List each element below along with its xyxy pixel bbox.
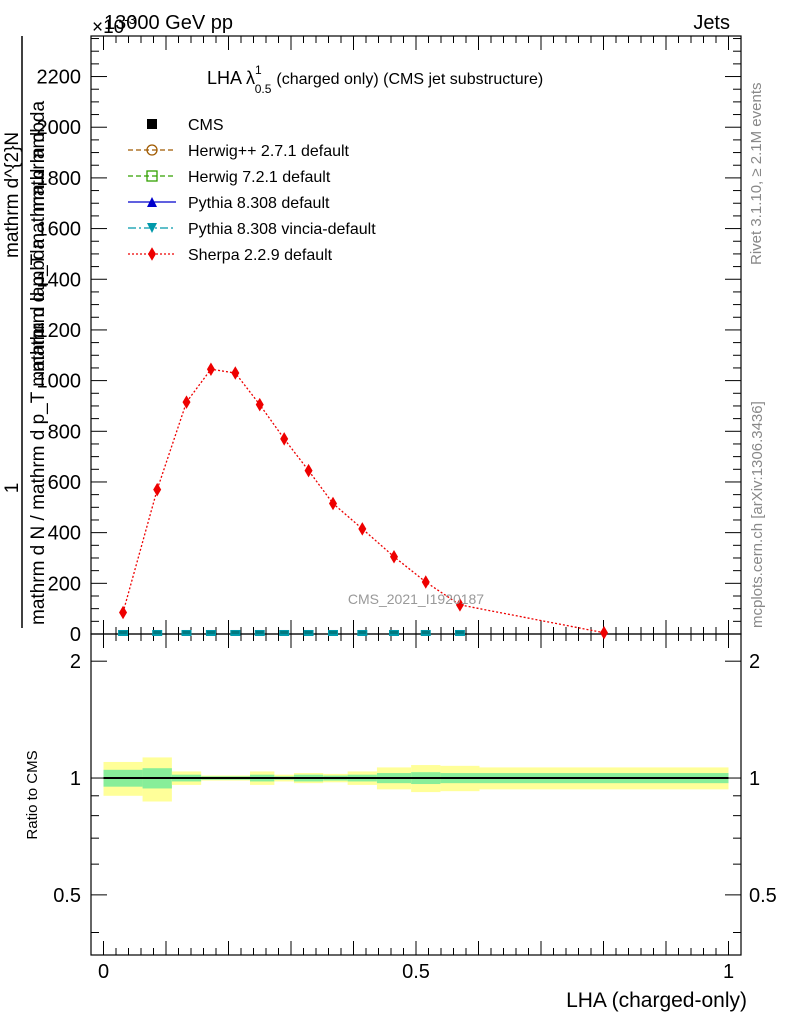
main-y-label-numerator: 1 <box>2 483 23 494</box>
ratio-y-axis: 0.5 0.5 1 1 2 2 <box>53 651 777 933</box>
side-rivet-label: Rivet 3.1.10, ≥ 2.1M events <box>748 83 765 266</box>
main-y-axis: 0 200 400 600 800 1000 1200 1400 1600 1800 2000 220… <box>37 38 741 646</box>
data-point <box>153 630 162 634</box>
data-point <box>390 549 398 564</box>
legend-label: Pythia 8.308 default <box>188 195 330 212</box>
ratio-y-tick-label-left: 0.5 <box>53 885 81 907</box>
x-tick-label: 1 <box>723 961 734 983</box>
main-y-label-prefix: mathrm d <box>28 132 49 212</box>
legend-marker <box>148 247 156 261</box>
y-tick-label: 1400 <box>37 269 82 291</box>
y-tick-label: 1600 <box>37 219 82 241</box>
y-tick-label: 0 <box>70 624 81 646</box>
legend: CMS Herwig++ 2.7.1 default Herwig 7.2.1 de… <box>128 117 376 264</box>
side-mcplots-label: mcplots.cern.ch [arXiv:1306.3436] <box>749 401 766 628</box>
y-tick-label: 1000 <box>37 371 82 393</box>
data-point <box>329 496 337 511</box>
legend-label: Herwig++ 2.7.1 default <box>188 143 350 160</box>
legend-marker <box>146 144 158 156</box>
data-point <box>206 630 215 634</box>
data-point <box>119 630 128 634</box>
legend-label: Sherpa 2.2.9 default <box>188 247 333 264</box>
data-point <box>600 625 608 640</box>
x-tick-label: 0 <box>98 961 109 983</box>
data-point <box>455 598 464 612</box>
y-tick-label: 600 <box>48 472 81 494</box>
data-point <box>358 630 367 634</box>
ratio-y-tick-label-right: 0.5 <box>749 885 777 907</box>
data-point <box>182 395 191 409</box>
legend-label: Pythia 8.308 vincia-default <box>188 221 376 238</box>
data-point <box>182 630 191 634</box>
data-point <box>455 630 464 634</box>
ratio-y-tick-label-right: 2 <box>749 651 760 673</box>
ratio-frame-rect <box>90 633 742 956</box>
data-series <box>118 362 608 640</box>
data-point <box>231 366 240 380</box>
y-tick-label: 2000 <box>37 117 82 139</box>
data-point <box>329 630 337 634</box>
legend-marker <box>146 170 158 182</box>
y-tick-label: 1800 <box>37 168 82 190</box>
data-point <box>280 432 289 446</box>
ratio-y-tick-label-right: 1 <box>749 768 760 790</box>
main-y-label-bottom: mathrm d p_T mathrm d lambda <box>28 101 49 372</box>
data-point <box>119 605 128 620</box>
data-point <box>231 630 240 634</box>
series-0 <box>118 629 465 636</box>
data-point <box>304 463 313 478</box>
legend-label: CMS <box>188 117 224 134</box>
y-tick-label: 1200 <box>37 320 82 342</box>
data-point <box>153 482 162 497</box>
data-point <box>390 630 398 634</box>
legend-marker <box>147 197 157 207</box>
ratio-uncertainty-bands <box>103 757 729 802</box>
y-tick-label: 400 <box>48 523 81 545</box>
main-y-label-top: mathrm d^{2}N <box>2 132 23 258</box>
data-point <box>206 362 215 376</box>
data-point <box>280 630 289 634</box>
main-y-label-denominator: mathrm d N / mathrm d p_T mathrm d lambd… <box>28 238 49 625</box>
chart-title: LHA λ1 0.5(charged only) (CMS jet substru… <box>207 63 543 96</box>
data-point <box>255 397 264 412</box>
y-tick-label: 800 <box>48 421 81 443</box>
legend-label: Herwig 7.2.1 default <box>188 169 331 186</box>
ratio-y-tick-label-left: 2 <box>70 651 81 673</box>
x-axis-label: LHA (charged-only) <box>566 989 747 1012</box>
data-point <box>304 630 313 634</box>
ratio-plot-frame <box>90 633 742 956</box>
legend-marker <box>147 223 157 233</box>
y-tick-label: 200 <box>48 573 81 595</box>
data-point <box>421 630 430 634</box>
data-point <box>421 575 430 589</box>
exponent-label: ×10-3 <box>92 12 136 38</box>
series-5 <box>119 362 608 640</box>
header-right: Jets <box>693 12 730 34</box>
data-point <box>255 630 264 634</box>
watermark: CMS_2021_I1920187 <box>348 591 484 607</box>
ratio-y-tick-label-left: 1 <box>70 768 81 790</box>
legend-marker <box>147 119 157 129</box>
ratio-x-axis: 0 0.5 1 <box>90 634 742 983</box>
y-tick-label: 2200 <box>37 67 82 89</box>
header-left: 13000 GeV pp <box>104 12 233 34</box>
ratio-y-label: Ratio to CMS <box>24 750 41 839</box>
x-tick-label: 0.5 <box>402 961 430 983</box>
data-point <box>358 522 367 536</box>
